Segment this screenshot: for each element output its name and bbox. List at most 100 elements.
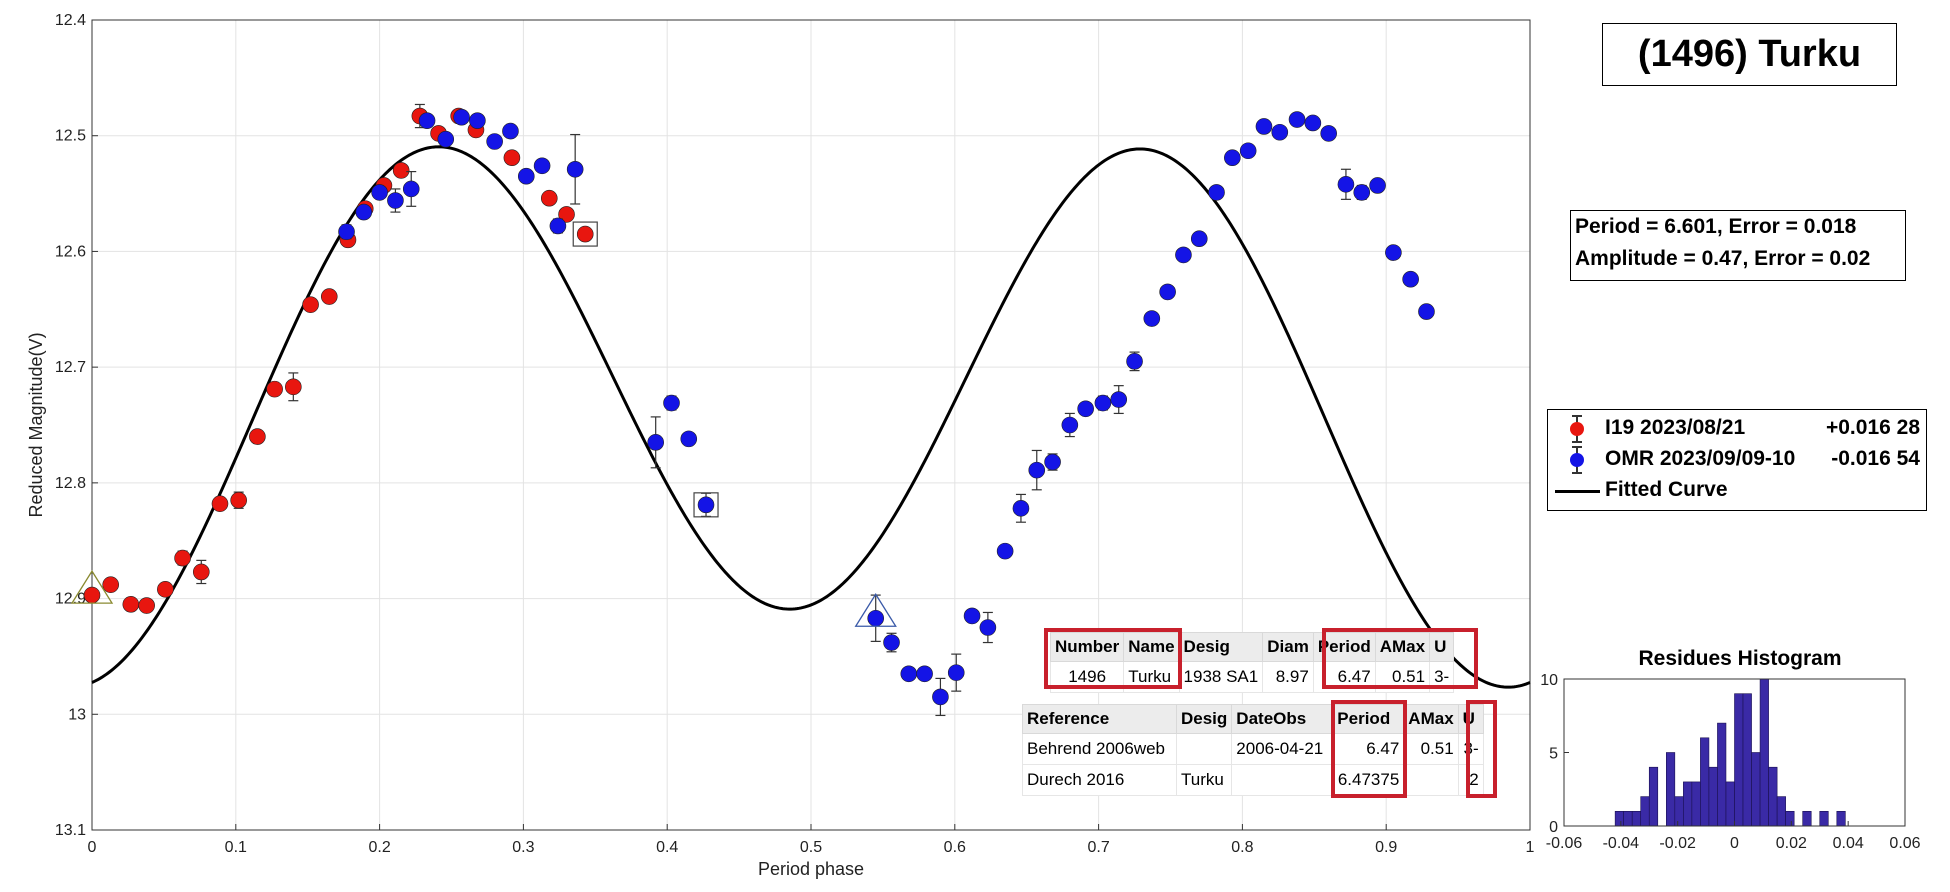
errorbar-cap-icon	[1572, 446, 1582, 448]
cell-dateobs	[1231, 764, 1334, 796]
omr-point	[1304, 114, 1322, 132]
histogram-y-tick-label: 5	[1549, 746, 1558, 763]
omr-point	[947, 664, 965, 681]
square-marker	[693, 492, 719, 518]
histogram-bar	[1674, 796, 1684, 827]
triangle-marker	[854, 593, 897, 627]
x-tick-label: 0.2	[368, 839, 390, 856]
histogram-x-tick-label: -0.04	[1603, 835, 1640, 852]
asteroid-title: (1496) Turku	[1637, 33, 1862, 75]
x-tick-label: 0.9	[1375, 839, 1397, 856]
i19-point	[230, 491, 247, 509]
cell-period: 6.47375	[1332, 764, 1405, 796]
highlight-number-name	[1044, 628, 1182, 689]
i19-point	[540, 189, 558, 207]
triangle-marker	[70, 569, 114, 604]
omr-point	[1061, 416, 1079, 434]
col-name: Name	[1123, 632, 1180, 662]
omr-point	[1110, 391, 1128, 408]
histogram-bar	[1819, 810, 1829, 827]
histogram-bar	[1734, 693, 1744, 827]
y-tick-label: 12.6	[55, 243, 86, 260]
cell-amax: 0.51	[1403, 733, 1459, 765]
omr-point	[1208, 184, 1225, 201]
legend-item-omr: OMR 2023/09/09-10 -0.016 54	[1548, 445, 1924, 475]
histogram-y-tick-label: 0	[1549, 819, 1558, 836]
omr-point	[1385, 244, 1402, 261]
plot-frame	[91, 19, 1531, 831]
omr-point	[1175, 246, 1192, 264]
y-tick-label: 12.9	[55, 591, 86, 608]
col-u: U	[1457, 704, 1484, 734]
i19-point	[576, 225, 594, 243]
omr-point	[387, 192, 404, 209]
col-number: Number	[1049, 632, 1125, 662]
histogram-x-tick-label: 0.04	[1833, 835, 1864, 852]
y-tick-label: 12.8	[55, 475, 86, 492]
omr-point	[453, 108, 470, 126]
histogram-bar	[1614, 810, 1624, 827]
omr-point	[697, 496, 715, 514]
col-desig: Desig	[1175, 704, 1233, 734]
highlight-period-amax-u	[1322, 628, 1478, 689]
i19-point	[558, 206, 575, 223]
omr-point	[549, 217, 567, 235]
omr-point	[1320, 125, 1337, 142]
y-tick-label: 12.7	[55, 359, 86, 376]
x-tick-label: 0.5	[800, 839, 822, 856]
omr-point	[1337, 176, 1355, 193]
omr-point	[355, 203, 373, 221]
omr-point	[502, 122, 519, 140]
legend: I19 2023/08/21 +0.016 28 OMR 2023/09/09-…	[1547, 409, 1927, 511]
i19-point	[157, 581, 174, 598]
square-marker	[572, 221, 598, 247]
x-tick-label: 0.1	[225, 839, 247, 856]
i19-point	[249, 428, 266, 445]
x-tick-label: 0.8	[1231, 839, 1253, 856]
histogram-bar	[1742, 693, 1752, 827]
omr-point	[932, 688, 949, 706]
x-axis-label: Period phase	[758, 859, 864, 879]
histogram-bar	[1666, 752, 1676, 827]
y-axis-label: Reduced Magnitude(V)	[26, 332, 46, 517]
omr-point	[1126, 353, 1143, 370]
omr-point	[1255, 118, 1273, 135]
histogram-bar	[1691, 781, 1701, 827]
omr-point	[566, 160, 584, 178]
omr-point	[1190, 230, 1208, 247]
omr-point	[533, 157, 551, 175]
cell-u: 2	[1457, 764, 1484, 796]
y-tick-label: 12.4	[55, 12, 86, 29]
histogram-bar	[1836, 810, 1846, 827]
omr-point	[1288, 111, 1306, 128]
x-tick-label: 0.4	[656, 839, 678, 856]
omr-point	[338, 223, 355, 241]
i19-point	[266, 380, 283, 398]
omr-point	[418, 112, 436, 129]
x-tick-label: 0.7	[1087, 839, 1109, 856]
cell-desig: 1938 SA1	[1178, 661, 1264, 693]
omr-point	[900, 665, 918, 683]
omr-point	[1224, 149, 1241, 166]
histogram-x-tick-label: 0.02	[1776, 835, 1807, 852]
omr-point	[1028, 461, 1046, 479]
x-tick-label: 1	[1526, 839, 1535, 856]
omr-point	[1271, 123, 1289, 141]
line-icon	[1555, 490, 1600, 493]
cell-period: 6.47	[1332, 733, 1405, 765]
x-tick-label: 0.3	[512, 839, 534, 856]
errorbar-cap-icon	[1572, 441, 1582, 443]
histogram-x-tick-label: 0.06	[1889, 835, 1920, 852]
fit-stats-box: Period = 6.601, Error = 0.018 Amplitude …	[1570, 210, 1906, 281]
omr-point	[1159, 283, 1176, 301]
legend-item-i19: I19 2023/08/21 +0.016 28	[1548, 414, 1924, 444]
histogram-bar	[1640, 796, 1650, 827]
i19-point	[102, 576, 119, 593]
omr-point	[1369, 177, 1386, 194]
table-row: Behrend 2006web 2006-04-21 6.47 0.51 3-	[1022, 733, 1484, 765]
i19-point	[211, 495, 229, 512]
ref-header-row: Reference Desig DateObs Period AMax U	[1022, 704, 1484, 734]
omr-point	[867, 609, 885, 627]
